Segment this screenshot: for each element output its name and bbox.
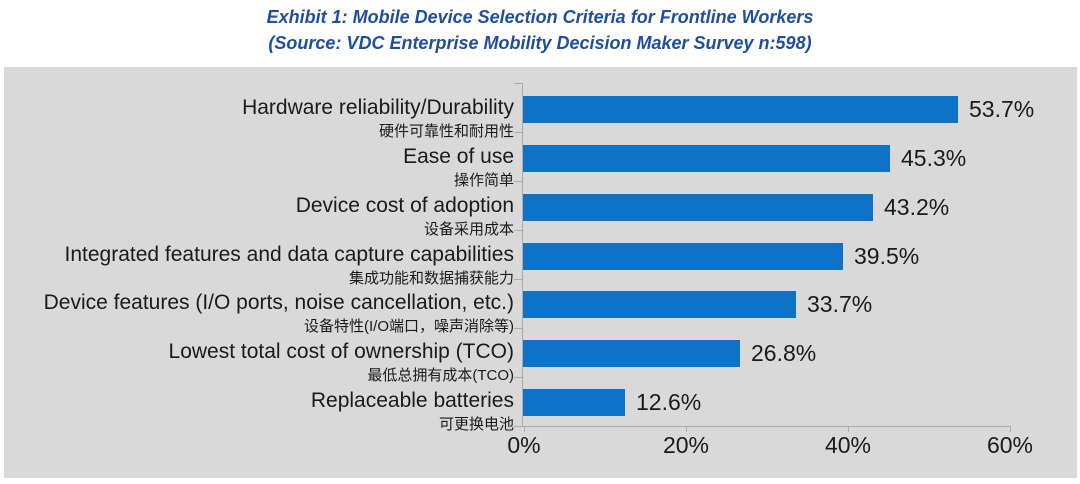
category-tick <box>514 230 523 231</box>
category-label-zh: 设备采用成本 <box>423 220 514 238</box>
bar-value-label: 45.3% <box>901 144 967 171</box>
value-axis-tick <box>686 426 687 432</box>
value-axis-tick-label: 0% <box>507 432 541 458</box>
bar-value-label: 39.5% <box>854 242 920 269</box>
category-label-en: Device features (I/O ports, noise cancel… <box>43 291 514 315</box>
bar <box>523 389 625 417</box>
bar-value-label: 33.7% <box>807 291 873 318</box>
chart-title-line2: (Source: VDC Enterprise Mobility Decisio… <box>268 33 812 53</box>
category-tick <box>514 279 523 280</box>
category-label-en: Ease of use <box>403 144 514 168</box>
bar <box>523 242 843 270</box>
category-label-en: Device cost of adoption <box>295 193 514 217</box>
category-label-zh: 设备特性(I/O端口，噪声消除等) <box>304 318 514 336</box>
value-axis-line <box>522 426 1010 427</box>
value-axis-tick <box>848 426 849 432</box>
category-label-zh: 集成功能和数据捕获能力 <box>348 269 514 287</box>
bar-value-label: 53.7% <box>969 96 1035 122</box>
category-tick <box>514 328 523 329</box>
category-tick <box>514 181 523 182</box>
category-label-zh: 可更换电池 <box>438 416 514 434</box>
category-label-en: Integrated features and data capture cap… <box>64 242 514 266</box>
bar <box>523 193 873 221</box>
category-tick <box>514 83 523 84</box>
bar-value-label: 43.2% <box>884 193 950 220</box>
bar-value-label: 12.6% <box>636 389 702 416</box>
value-axis-tick-label: 60% <box>986 432 1034 458</box>
category-label-zh: 操作简单 <box>453 171 514 189</box>
category-axis-line <box>522 83 523 426</box>
bar <box>523 144 890 172</box>
category-label-zh: 硬件可靠性和耐用性 <box>378 123 514 140</box>
category-tick <box>514 426 523 427</box>
value-axis-tick <box>1010 426 1011 432</box>
value-axis-tick-label: 20% <box>662 432 710 458</box>
bar-value-label: 26.8% <box>751 340 817 367</box>
bar <box>523 291 796 319</box>
category-tick <box>514 377 523 378</box>
bar <box>523 340 740 368</box>
category-label-en: Lowest total cost of ownership (TCO) <box>168 340 514 364</box>
value-axis-tick-label: 40% <box>824 432 872 458</box>
category-label-en: Hardware reliability/Durability <box>242 96 514 119</box>
category-tick <box>514 132 523 133</box>
value-axis-tick <box>524 426 525 432</box>
category-label-zh: 最低总拥有成本(TCO) <box>367 367 514 385</box>
chart-title-line1: Exhibit 1: Mobile Device Selection Crite… <box>266 7 814 27</box>
chart-title: Exhibit 1: Mobile Device Selection Crite… <box>0 4 1080 56</box>
category-label-en: Replaceable batteries <box>310 389 514 413</box>
bar <box>523 96 958 123</box>
